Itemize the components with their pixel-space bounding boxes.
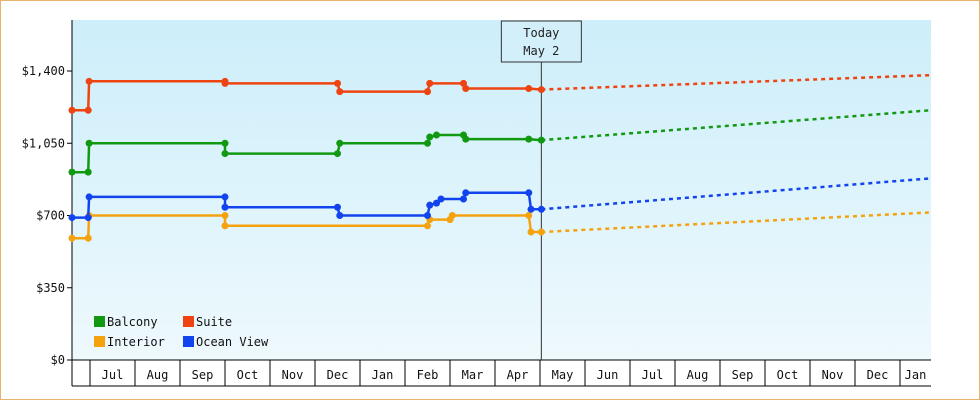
x-tick-label: Sep [732,368,754,382]
legend-swatch-interior [94,336,105,347]
data-point-ocean-view [437,195,445,203]
legend-label-suite: Suite [196,315,232,329]
legend-swatch-balcony [94,316,105,327]
x-tick-label: Aug [147,368,169,382]
x-tick-label: Jan [905,368,927,382]
data-point-interior [525,212,533,219]
data-point-balcony [433,131,440,139]
data-point-interior [68,234,76,242]
x-tick-label: Nov [822,368,844,382]
legend-label-ocean-view: Ocean View [196,335,269,349]
data-point-suite [336,88,344,96]
data-point-balcony [221,150,229,158]
x-tick-label: Sep [192,368,214,382]
data-point-ocean-view [424,212,431,219]
data-point-balcony [462,135,470,143]
data-point-interior [84,234,92,242]
data-point-ocean-view [68,214,76,222]
data-point-ocean-view [426,201,434,209]
data-point-ocean-view [334,203,341,211]
data-point-balcony [424,139,431,147]
x-tick-label: Nov [282,368,304,382]
data-point-ocean-view [462,189,470,197]
forecast-line-balcony [541,108,932,142]
data-point-balcony [85,139,93,147]
y-tick-label: $700 [36,209,65,223]
today-date: May 2 [523,44,559,58]
data-point-ocean-view [221,203,229,211]
x-tick-label: Jan [372,368,394,382]
y-tick-label: $350 [36,281,65,295]
data-point-interior [527,228,535,236]
data-point-balcony [525,135,533,143]
x-tick-label: Dec [867,368,889,382]
data-point-suite [68,106,76,114]
y-tick-label: $1,050 [22,136,65,150]
y-tick-label: $0 [51,353,65,367]
data-point-ocean-view [221,193,229,201]
x-tick-label: Mar [462,368,484,382]
data-point-balcony [336,139,344,147]
forecast-line-interior [541,211,932,234]
data-point-suite [334,79,341,87]
data-point-ocean-view [85,193,93,201]
data-point-balcony [426,133,434,141]
data-point-interior [424,222,431,230]
x-tick-label: Feb [417,368,439,382]
legend-label-balcony: Balcony [107,315,158,329]
x-tick-label: Jun [597,368,619,382]
x-tick-label: Jul [642,368,664,382]
series-line-ocean-view [72,191,542,219]
data-point-interior [221,212,229,219]
data-point-suite [462,85,470,93]
forecast-line-suite [541,73,932,91]
data-point-suite [424,88,431,96]
x-tick-label: Oct [237,368,259,382]
legend-swatch-ocean-view [183,336,194,347]
y-tick-label: $1,400 [22,64,65,78]
x-tick-label: Aug [687,368,709,382]
x-tick-label: Apr [507,368,529,382]
plot-area [72,20,931,360]
data-point-balcony [84,168,92,176]
data-point-suite [426,79,434,87]
data-point-balcony [68,168,76,176]
today-box [500,20,582,63]
data-point-suite [221,79,229,87]
x-tick-label: Oct [777,368,799,382]
data-point-ocean-view [84,214,92,222]
legend-swatch-suite [183,316,194,327]
data-point-balcony [334,150,341,158]
data-point-ocean-view [527,205,535,213]
x-tick-label: Jul [102,368,124,382]
data-point-interior [221,222,229,230]
forecast-line-ocean-view [541,177,932,211]
data-point-suite [84,106,92,114]
data-point-ocean-view [336,212,344,219]
today-label: Today [523,26,559,40]
x-tick-label: Dec [327,368,349,382]
data-point-ocean-view [525,189,533,197]
data-point-interior [448,212,456,219]
data-point-suite [85,77,93,85]
x-tick-label: May [552,368,574,382]
data-point-suite [525,85,533,93]
data-point-ocean-view [433,199,440,207]
data-point-balcony [221,139,229,147]
data-point-ocean-view [460,195,467,203]
legend-label-interior: Interior [107,335,165,349]
